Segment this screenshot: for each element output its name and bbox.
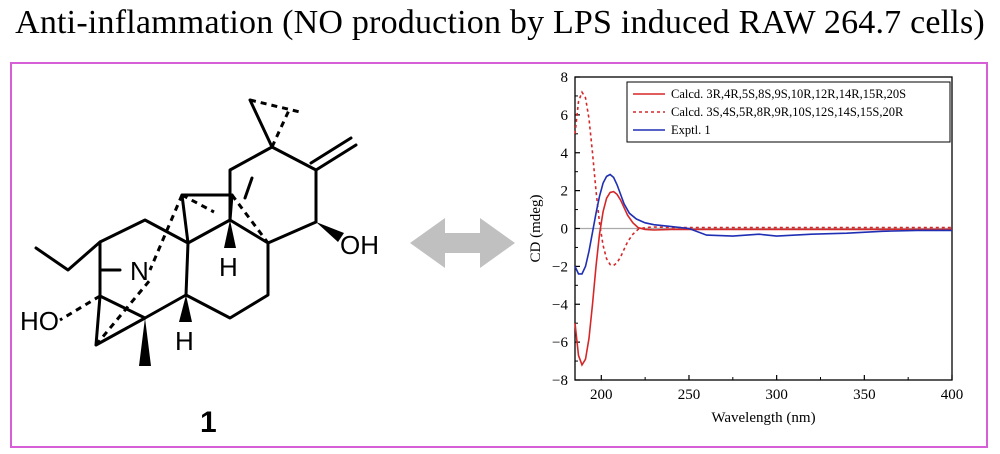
y-tick-label: −2 <box>552 259 568 275</box>
compound-number-label: 1 <box>200 406 217 439</box>
y-tick-label: −6 <box>552 335 568 351</box>
wedge-bonds <box>139 220 344 366</box>
x-tick-label: 200 <box>590 387 613 403</box>
y-tick-label: 8 <box>561 70 569 86</box>
y-tick-label: 2 <box>561 184 569 200</box>
x-tick-label: 300 <box>765 387 788 403</box>
atom-label-ho-left: HO <box>20 306 59 336</box>
atom-label-h-lower: H <box>175 326 194 356</box>
content-frame <box>10 62 988 448</box>
x-tick-label: 250 <box>678 387 701 403</box>
y-tick-label: −4 <box>552 297 568 313</box>
page-title: Anti-inflammation (NO production by LPS … <box>15 4 985 41</box>
legend-entry-2: Calcd. 3S,4S,5R,8R,9R,10S,12S,14S,15S,20… <box>671 105 904 119</box>
double-headed-arrow-icon <box>410 218 515 268</box>
y-tick-label: 6 <box>561 108 569 124</box>
x-axis-label: Wavelength (nm) <box>711 410 815 426</box>
atom-label-nitrogen: N <box>130 256 149 286</box>
atom-label-h-upper: H <box>219 252 238 282</box>
y-axis-label: CD (mdeg) <box>528 195 544 263</box>
series-line-3 <box>574 173 952 275</box>
hashed-bonds <box>59 98 301 346</box>
cd-chart: 200 250 300 350 400 −8 −6 −4 −2 0 2 4 6 8 Wavelength (… <box>528 70 963 426</box>
chemical-structure <box>34 98 358 347</box>
y-tick-label: −8 <box>552 373 568 389</box>
y-tick-label: 0 <box>561 222 569 238</box>
atom-label-oh-right: OH <box>340 230 379 260</box>
x-tick-label: 350 <box>853 387 876 403</box>
legend-entry-3: Exptl. 1 <box>671 123 711 137</box>
x-tick-label: 400 <box>941 387 964 403</box>
legend-box <box>626 81 951 143</box>
series-line-1 <box>574 190 952 367</box>
y-tick-label: 4 <box>561 146 569 162</box>
legend-entry-1: Calcd. 3R,4R,5S,8S,9S,10R,12R,14R,15R,20… <box>671 87 906 101</box>
